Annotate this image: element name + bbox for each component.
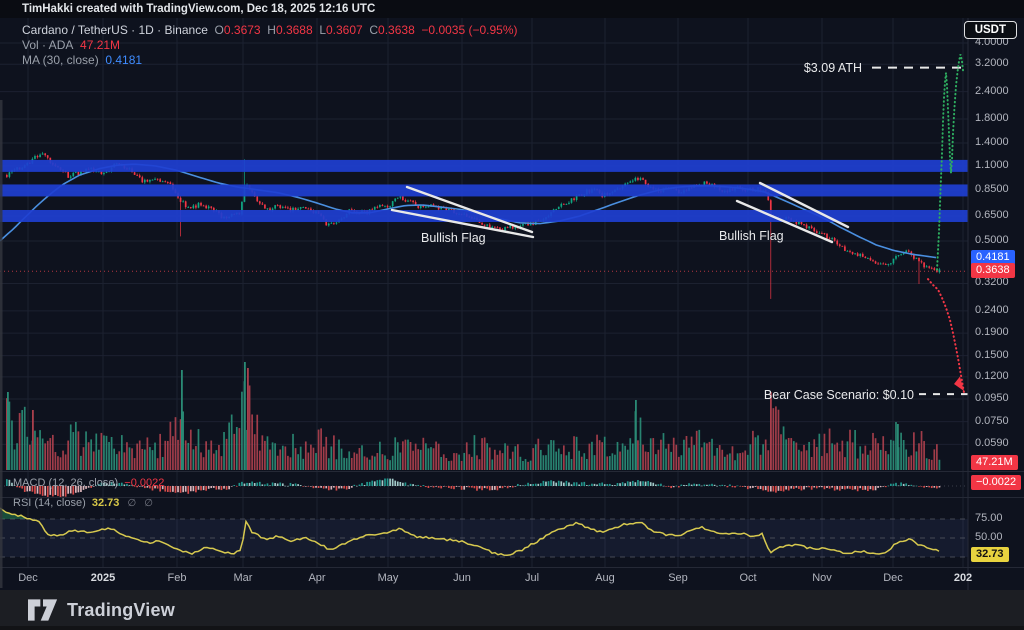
symbol-legend: Cardano / TetherUS · 1D · Binance O0.367…	[22, 23, 518, 68]
time-tick-label: 202	[953, 572, 973, 584]
time-tick-label: Sep	[668, 572, 688, 584]
rsi-tick-label: 50.00	[975, 531, 1003, 543]
price-tick-label: 0.3200	[975, 276, 1009, 289]
volume-row: Vol · ADA 47.21M	[22, 38, 518, 53]
attribution-bar: TimHakki created with TradingView.com, D…	[0, 0, 1024, 18]
tradingview-wordmark[interactable]: TradingView	[67, 599, 175, 620]
price-tick-label: 2.4000	[975, 84, 1009, 97]
open-label: O	[214, 23, 224, 37]
symbol-title[interactable]: Cardano / TetherUS · 1D · Binance	[22, 23, 208, 37]
price-tick-label: 3.2000	[975, 57, 1009, 70]
time-tick-label: Jul	[524, 572, 540, 584]
change-value: −0.0035 (−0.95%)	[421, 23, 518, 37]
price-tick-label: 0.1500	[975, 348, 1009, 361]
price-tick-label: 1.1000	[975, 158, 1009, 171]
time-tick-label: Mar	[233, 572, 253, 584]
time-tick-label: 2025	[90, 572, 116, 584]
ma-value: 0.4181	[105, 53, 143, 67]
close-value: 0.3638	[378, 23, 415, 37]
price-tick-label: 0.0750	[975, 414, 1009, 427]
time-tick-label: Feb	[167, 572, 187, 584]
volume-label[interactable]: Vol · ADA	[22, 38, 74, 52]
volume-value: 47.21M	[80, 38, 121, 52]
ath-annotation[interactable]: $3.09 ATH	[803, 61, 862, 75]
bear-case-annotation[interactable]: Bear Case Scenario: $0.10	[763, 388, 914, 402]
quote-currency-button[interactable]: USDT	[963, 21, 1017, 39]
low-label: L	[319, 23, 326, 37]
price-tick-label: 0.5000	[975, 233, 1009, 246]
macd-badge: −0.0022	[971, 475, 1022, 490]
open-value: 0.3673	[223, 23, 261, 37]
price-tick-label: 0.8500	[975, 183, 1009, 196]
rsi-tick-label: 75.00	[975, 512, 1003, 524]
price-tick-label: 0.1900	[975, 326, 1009, 339]
rsi-legend: RSI (14, close) 32.73 ∅ ∅	[13, 497, 153, 509]
bullish-flag-label-1[interactable]: Bullish Flag	[421, 231, 486, 245]
close-label: C	[369, 23, 379, 37]
price-tick-label: 1.8000	[975, 112, 1009, 125]
rsi-more-icon[interactable]: ∅	[144, 498, 153, 509]
time-tick-label: May	[377, 572, 399, 584]
bullish-flag-label-2[interactable]: Bullish Flag	[719, 229, 784, 243]
rsi-value: 32.73	[91, 497, 120, 509]
price-tick-label: 4.0000	[975, 36, 1009, 48]
high-value: 0.3688	[275, 23, 313, 37]
attribution-text: TimHakki created with TradingView.com, D…	[22, 3, 376, 15]
price-tick-label: 0.0590	[975, 437, 1009, 450]
low-value: 0.3607	[326, 23, 363, 37]
macd-legend: MACD (12, 26, close) −0.0022	[13, 477, 164, 489]
time-tick-label: Dec	[883, 572, 903, 584]
time-tick-label: Apr	[308, 572, 326, 584]
time-tick-label: Aug	[595, 572, 615, 584]
ma-label[interactable]: MA (30, close)	[22, 53, 99, 67]
time-tick-label: Jun	[453, 572, 471, 584]
symbol-row: Cardano / TetherUS · 1D · Binance O0.367…	[22, 23, 518, 38]
volume-badge: 47.21M	[971, 455, 1018, 470]
time-tick-label: Nov	[812, 572, 832, 584]
high-label: H	[267, 23, 276, 37]
macd-value: −0.0022	[124, 477, 165, 489]
last-price-badge: 0.3638	[971, 263, 1015, 279]
price-tick-label: 0.2400	[975, 303, 1009, 316]
price-tick-label: 1.4000	[975, 135, 1009, 148]
ma-row: MA (30, close) 0.4181	[22, 53, 518, 68]
price-tick-label: 0.6500	[975, 208, 1009, 221]
rsi-label[interactable]: RSI (14, close)	[13, 497, 86, 509]
footer: TradingView	[0, 590, 1024, 630]
macd-label[interactable]: MACD (12, 26, close)	[13, 477, 119, 489]
ma-price-badge: 0.4181	[971, 249, 1015, 265]
footer-edge	[0, 626, 1024, 630]
rsi-badge: 32.73	[971, 547, 1009, 562]
tradingview-logo-icon[interactable]	[28, 598, 58, 622]
price-tick-label: 0.0950	[975, 392, 1009, 405]
rsi-hide-icon[interactable]: ∅	[127, 498, 137, 509]
time-tick-label: Oct	[739, 572, 757, 584]
time-tick-label: Dec	[18, 572, 38, 584]
price-tick-label: 0.1200	[975, 369, 1009, 382]
